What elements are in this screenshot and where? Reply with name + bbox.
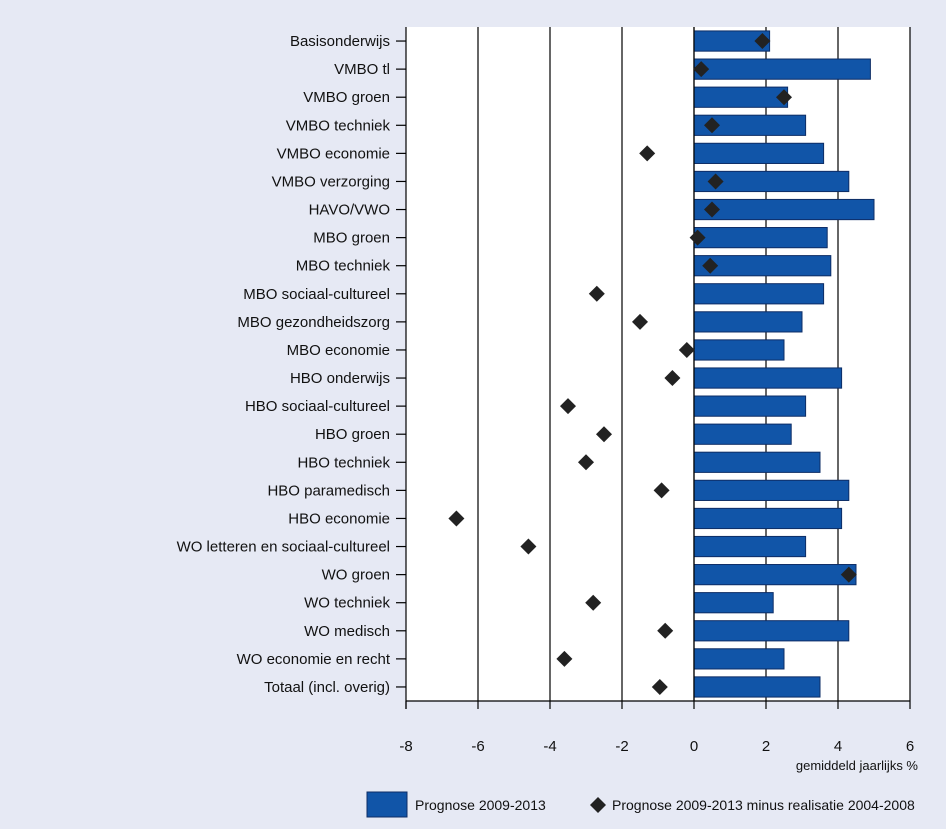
category-label: HBO sociaal-cultureel xyxy=(245,398,390,415)
marker xyxy=(585,594,602,611)
marker xyxy=(693,61,710,78)
bar xyxy=(693,620,850,642)
legend-swatch-markers xyxy=(590,797,606,813)
x-tick-label: 2 xyxy=(762,738,770,755)
category-label: VMBO economie xyxy=(277,145,390,162)
legend-swatch-bars xyxy=(366,791,408,818)
marker xyxy=(657,622,674,639)
category-label: VMBO verzorging xyxy=(272,173,390,190)
category-labels: Basisonderwijs VMBO tl VMBO groen VMBO tech… xyxy=(177,33,406,696)
category-label: VMBO techniek xyxy=(286,117,391,134)
x-tick-label: 0 xyxy=(690,738,698,755)
category-label: MBO techniek xyxy=(296,258,391,275)
marker xyxy=(556,650,573,667)
category-label: VMBO groen xyxy=(303,89,390,106)
marker xyxy=(596,426,612,443)
x-tick-label: -4 xyxy=(543,738,556,755)
category-label: HBO groen xyxy=(315,426,390,443)
category-label: HBO techniek xyxy=(297,454,390,471)
marker xyxy=(776,89,792,106)
bar xyxy=(693,227,828,249)
markers xyxy=(448,33,857,695)
category-label: Basisonderwijs xyxy=(290,33,390,50)
legend-label-bars: Prognose 2009-2013 xyxy=(415,797,546,813)
bar xyxy=(693,395,807,417)
marker xyxy=(448,510,465,527)
marker xyxy=(588,285,605,302)
plot-area xyxy=(406,27,910,701)
bar xyxy=(693,311,803,333)
marker xyxy=(653,482,670,499)
marker xyxy=(702,257,719,274)
category-label: HBO economie xyxy=(288,510,390,527)
bar xyxy=(693,198,875,221)
marker xyxy=(704,201,720,218)
x-tick-label: -8 xyxy=(399,738,412,755)
x-tick-label: -2 xyxy=(615,738,628,755)
category-label: WO medisch xyxy=(304,623,390,640)
bar xyxy=(693,339,785,361)
marker xyxy=(689,229,706,246)
bar xyxy=(693,479,850,501)
marker xyxy=(678,341,695,358)
bars xyxy=(693,30,875,698)
category-label: WO letteren en sociaal-cultureel xyxy=(177,539,390,556)
marker xyxy=(560,398,576,415)
category-label: MBO sociaal-cultureel xyxy=(243,286,390,303)
legend: Prognose 2009-2013 Prognose 2009-2013 mi… xyxy=(366,791,915,818)
x-tick-label: -6 xyxy=(471,738,484,755)
category-label: MBO groen xyxy=(313,230,390,247)
category-label: HBO paramedisch xyxy=(267,482,390,499)
category-label: MBO economie xyxy=(287,342,390,359)
bar xyxy=(693,535,807,558)
marker xyxy=(840,566,857,583)
marker xyxy=(707,173,724,190)
bar xyxy=(693,142,825,164)
bar xyxy=(693,592,774,614)
marker xyxy=(754,33,771,50)
x-tick-label: 4 xyxy=(834,738,842,755)
category-label: MBO gezondheidszorg xyxy=(237,314,390,331)
x-tick-labels: -8 -6 -4 -2 0 2 4 6 xyxy=(399,701,914,755)
marker xyxy=(651,678,668,695)
category-label: WO economie en recht xyxy=(237,651,391,668)
bar xyxy=(693,283,825,305)
marker xyxy=(520,538,537,555)
bar xyxy=(693,676,821,698)
category-label: VMBO tl xyxy=(334,61,390,78)
marker xyxy=(704,117,720,134)
marker xyxy=(632,313,648,330)
bar xyxy=(693,507,843,530)
marker xyxy=(639,145,656,162)
bar xyxy=(693,564,857,586)
marker xyxy=(664,370,681,387)
legend-label-markers: Prognose 2009-2013 minus realisatie 2004… xyxy=(612,797,915,813)
bar xyxy=(693,58,871,80)
bar xyxy=(693,86,789,108)
x-tick-label: 6 xyxy=(906,738,914,755)
bar xyxy=(693,648,785,670)
category-label: HBO onderwijs xyxy=(290,370,390,387)
category-label: HAVO/VWO xyxy=(309,202,390,219)
marker xyxy=(578,454,594,471)
bar xyxy=(693,423,792,445)
category-label: WO techniek xyxy=(304,595,390,612)
bar xyxy=(693,367,843,389)
bar xyxy=(693,451,821,473)
category-label: WO groen xyxy=(322,567,390,584)
category-label: Totaal (incl. overig) xyxy=(264,679,390,696)
x-axis-label: gemiddeld jaarlijks % xyxy=(796,758,919,773)
